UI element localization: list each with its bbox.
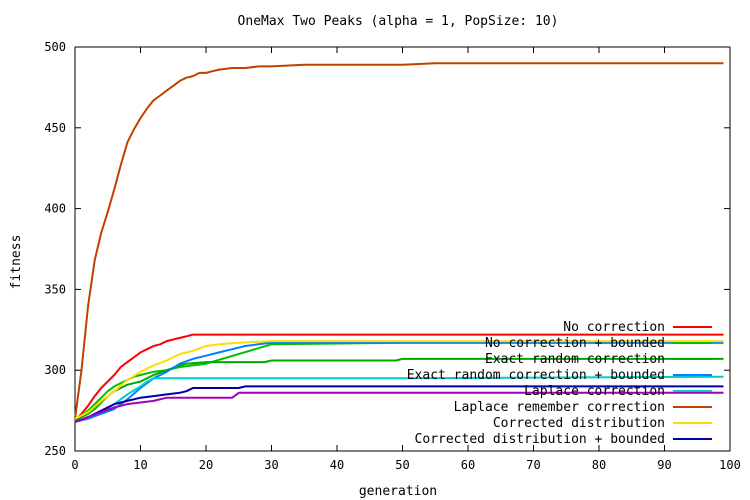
y-tick-label: 250 (44, 444, 66, 458)
legend-label: Exact random correction (485, 352, 665, 367)
series-line (74, 340, 724, 420)
chart-title: OneMax Two Peaks (alpha = 1, PopSize: 10… (238, 14, 559, 29)
x-tick-label: 60 (461, 458, 475, 472)
x-tick-label: 10 (133, 458, 147, 472)
y-tick-label: 450 (44, 121, 66, 135)
series-line (74, 391, 724, 423)
x-tick-label: 50 (395, 458, 409, 472)
series-line (74, 62, 724, 419)
x-tick-label: 30 (264, 458, 278, 472)
x-tick-label: 90 (657, 458, 671, 472)
legend-label: Exact random correction + bounded (407, 368, 665, 383)
legend-label: No correction (563, 320, 665, 335)
x-tick-label: 100 (719, 458, 741, 472)
series-line (74, 385, 724, 423)
y-tick-label: 500 (44, 40, 66, 54)
series-line (74, 357, 724, 422)
legend-label: Laplace remember correction (454, 400, 665, 415)
y-tick-label: 400 (44, 202, 66, 216)
axis-ticks: 0 10 20 30 40 50 60 70 80 90 100 250 300 350 400 450 500 (44, 40, 741, 472)
x-tick-label: 40 (330, 458, 344, 472)
x-tick-label: 80 (592, 458, 606, 472)
x-tick-label: 70 (526, 458, 540, 472)
x-tick-label: 20 (199, 458, 213, 472)
y-axis-label: fitness (9, 235, 24, 290)
series-lines (74, 62, 724, 423)
legend-label: No correction + bounded (485, 336, 665, 351)
legend-label: Corrected distribution + bounded (415, 432, 665, 447)
series-line (74, 333, 724, 422)
x-tick-label: 0 (71, 458, 78, 472)
series-line (74, 341, 724, 423)
y-tick-label: 300 (44, 363, 66, 377)
legend-label: Laplace correction (524, 384, 665, 399)
x-axis-label: generation (359, 484, 437, 499)
legend-label: Corrected distribution (493, 416, 665, 431)
y-tick-label: 350 (44, 282, 66, 296)
